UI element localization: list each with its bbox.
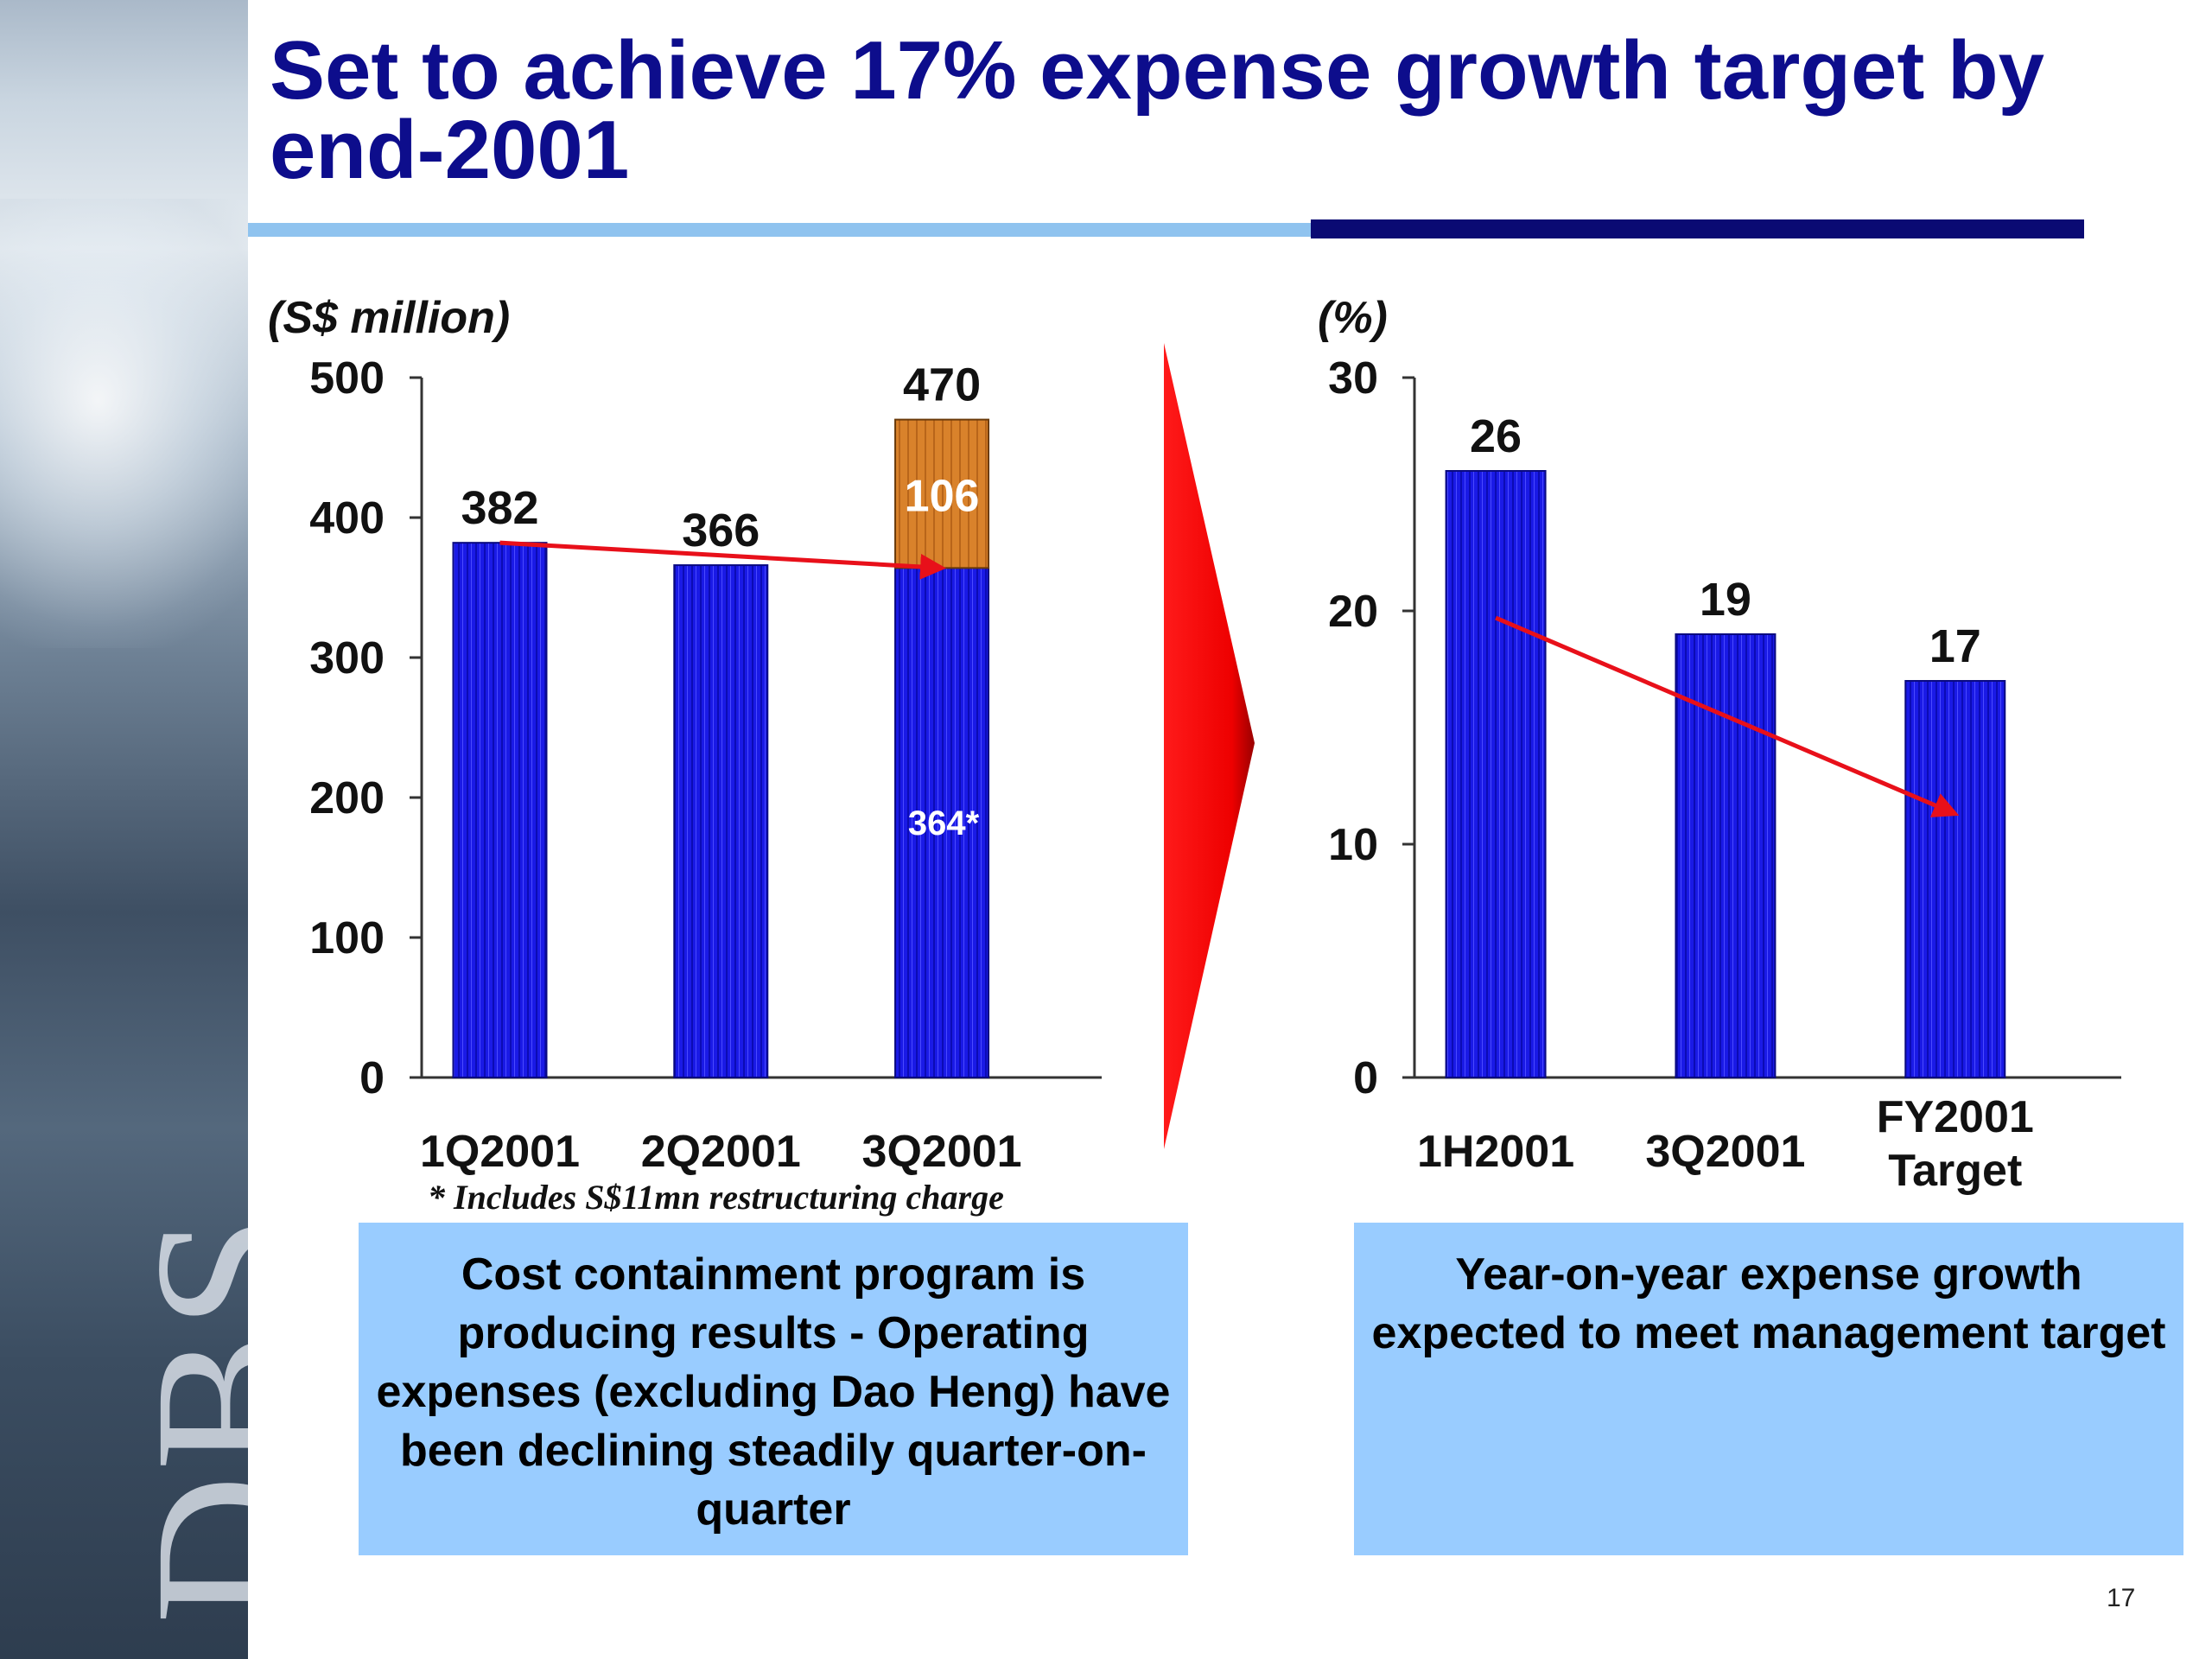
y-tick-label: 0	[1353, 1053, 1378, 1103]
category-label: 2Q2001	[641, 1127, 801, 1177]
y-tick-label: 100	[309, 913, 385, 963]
trend-arrow	[1495, 615, 1960, 817]
page-number: 17	[2107, 1584, 2136, 1612]
slide-title: Set to achieve 17% expense growth target…	[270, 24, 2045, 196]
value-label: 26	[1470, 410, 1522, 462]
title-rule-dark	[1311, 219, 2084, 238]
value-label: 470	[903, 359, 981, 411]
value-label: 382	[461, 482, 538, 534]
value-label: 366	[682, 505, 760, 556]
category-label: 3Q2001	[1645, 1127, 1805, 1177]
bar	[894, 567, 990, 1078]
y-tick-label: 10	[1328, 820, 1378, 870]
y-tick-label: 300	[309, 633, 385, 683]
top-segment-label: 106	[905, 471, 980, 521]
chart-footnote: * Includes S$11mn restructuring charge	[428, 1178, 1004, 1217]
y-tick-label: 20	[1328, 587, 1378, 637]
value-label: 17	[1929, 620, 1981, 672]
bar-top-segment	[894, 418, 990, 569]
value-label: 19	[1700, 574, 1751, 626]
left-caption-box: Cost containment program is producing re…	[359, 1223, 1188, 1555]
category-label: 3Q2001	[862, 1127, 1022, 1177]
bar	[452, 542, 548, 1078]
y-tick-label: 0	[359, 1053, 385, 1103]
bar	[673, 564, 769, 1078]
trend-arrow	[499, 540, 947, 580]
category-label: FY2001 Target	[1877, 1092, 2034, 1196]
y-tick-label: 500	[309, 353, 385, 404]
bar	[1445, 470, 1547, 1078]
category-label: 1Q2001	[420, 1127, 580, 1177]
bar	[1904, 680, 2006, 1078]
unit-label: (S$ million)	[268, 293, 510, 343]
segment-label: 364*	[908, 804, 980, 842]
y-tick-label: 400	[309, 493, 385, 543]
side-banner: DBS	[0, 0, 248, 1659]
growth-chart: (%) 0 10 20 30 1H2001 3Q2001 FY2001 Target 26 19 17	[1318, 293, 2121, 1196]
y-tick-label: 30	[1328, 353, 1378, 404]
unit-label: (%)	[1318, 293, 1388, 343]
coin-image	[0, 199, 248, 648]
expenses-chart: (S$ million) 0 100 200 300 400 500 1Q2001 2Q2001…	[268, 293, 1102, 1177]
y-tick-label: 200	[309, 773, 385, 823]
category-label: 1H2001	[1417, 1127, 1574, 1177]
bar	[1675, 633, 1777, 1078]
right-caption-box: Year-on-year expense growth expected to …	[1354, 1223, 2183, 1555]
title-rule-light	[248, 223, 1311, 237]
transition-chevron	[1164, 343, 1255, 1149]
